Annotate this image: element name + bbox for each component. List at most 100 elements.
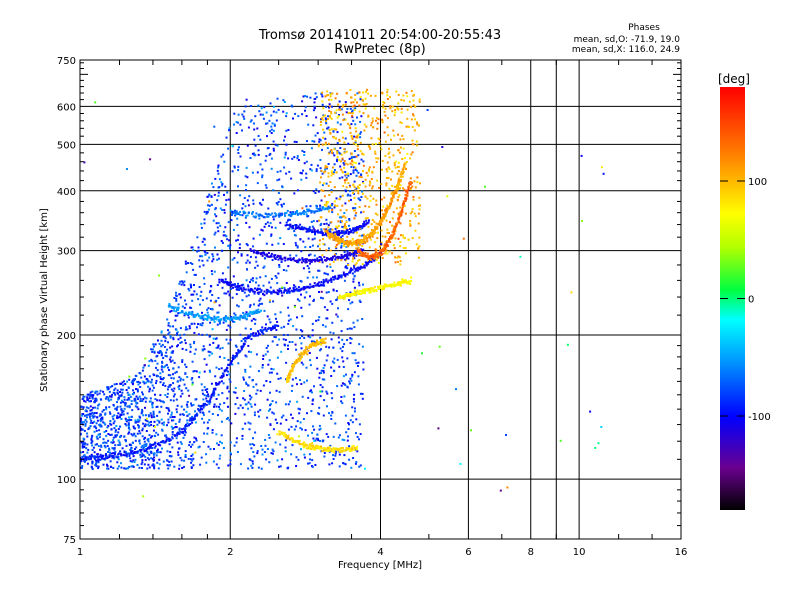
- echo-point: [253, 411, 256, 414]
- echo-point: [190, 402, 192, 405]
- echo-point: [278, 390, 281, 393]
- echo-point: [340, 168, 343, 171]
- echo-point: [356, 148, 359, 151]
- echo-point: [418, 208, 421, 211]
- echo-point: [177, 447, 180, 450]
- echo-point: [127, 423, 130, 426]
- echo-point: [219, 322, 221, 325]
- echo-point: [360, 234, 363, 237]
- echo-point: [341, 130, 344, 133]
- echo-point: [116, 405, 119, 408]
- trace-point: [348, 228, 351, 230]
- echo-point: [376, 122, 379, 125]
- echo-point: [347, 257, 350, 260]
- echo-point: [215, 405, 218, 408]
- trace-point: [244, 288, 247, 291]
- echo-point: [229, 244, 232, 247]
- echo-point: [327, 152, 330, 155]
- echo-point: [345, 173, 348, 176]
- echo-point: [414, 105, 417, 108]
- echo-point: [396, 184, 398, 187]
- echo-point: [262, 384, 265, 387]
- trace-point: [232, 284, 235, 287]
- echo-point: [231, 144, 234, 147]
- trace-point: [360, 266, 363, 269]
- echo-point: [166, 464, 169, 467]
- echo-point: [358, 184, 361, 186]
- trace-point: [380, 248, 382, 251]
- trace-point: [292, 258, 294, 261]
- echo-point: [319, 204, 322, 207]
- echo-point: [589, 410, 592, 413]
- echo-point: [159, 451, 162, 454]
- trace-point: [218, 278, 221, 281]
- trace-point: [314, 284, 317, 287]
- echo-point: [87, 407, 90, 410]
- echo-point: [350, 152, 353, 155]
- echo-point: [343, 439, 346, 442]
- echo-point: [382, 101, 385, 103]
- trace-point: [241, 346, 244, 348]
- echo-point: [333, 357, 336, 360]
- echo-point: [289, 211, 292, 214]
- echo-point: [294, 112, 297, 115]
- echo-point: [203, 243, 206, 246]
- echo-point: [216, 346, 219, 349]
- echo-point: [164, 354, 167, 357]
- echo-point: [386, 252, 389, 255]
- echo-point: [418, 98, 421, 101]
- echo-point: [344, 202, 347, 205]
- trace-point: [357, 241, 360, 244]
- echo-point: [153, 446, 156, 449]
- echo-point: [179, 327, 182, 330]
- trace-point: [150, 443, 153, 446]
- echo-point: [289, 400, 291, 403]
- trace-point: [402, 170, 405, 173]
- echo-point: [327, 115, 330, 118]
- echo-point: [570, 291, 573, 294]
- echo-point: [256, 182, 259, 185]
- echo-point: [253, 292, 256, 295]
- trace-point: [405, 197, 408, 200]
- trace-point: [342, 271, 345, 274]
- trace-point: [383, 244, 386, 247]
- trace-point: [223, 318, 225, 320]
- echo-point: [348, 380, 351, 383]
- trace-point: [245, 317, 248, 320]
- echo-point: [302, 95, 305, 98]
- trace-point: [380, 250, 383, 253]
- echo-point: [261, 229, 264, 232]
- trace-point: [374, 254, 377, 257]
- echo-point: [189, 417, 192, 420]
- echo-point: [114, 393, 117, 396]
- echo-point: [216, 169, 219, 172]
- echo-point: [374, 142, 377, 145]
- trace-point: [343, 274, 346, 276]
- echo-point: [144, 357, 147, 360]
- echo-point: [352, 169, 355, 172]
- trace-point: [289, 287, 291, 290]
- echo-point: [287, 344, 289, 347]
- trace-point: [253, 311, 256, 314]
- echo-point: [437, 427, 440, 430]
- echo-point: [358, 104, 361, 107]
- echo-point: [178, 334, 181, 337]
- trace-point: [399, 175, 402, 178]
- echo-point: [337, 115, 340, 118]
- echo-point: [253, 455, 256, 458]
- echo-point: [383, 110, 386, 113]
- trace-point: [321, 232, 324, 235]
- echo-point: [86, 432, 89, 435]
- echo-point: [134, 374, 137, 377]
- echo-point: [227, 266, 230, 269]
- echo-point: [388, 151, 391, 154]
- trace-point: [100, 454, 103, 457]
- trace-point: [285, 221, 288, 224]
- trace-point: [223, 281, 226, 284]
- echo-point: [175, 370, 178, 373]
- echo-point: [356, 247, 359, 250]
- echo-point: [351, 251, 354, 254]
- trace-point: [312, 259, 315, 262]
- echo-point: [419, 182, 421, 185]
- echo-point: [296, 157, 299, 160]
